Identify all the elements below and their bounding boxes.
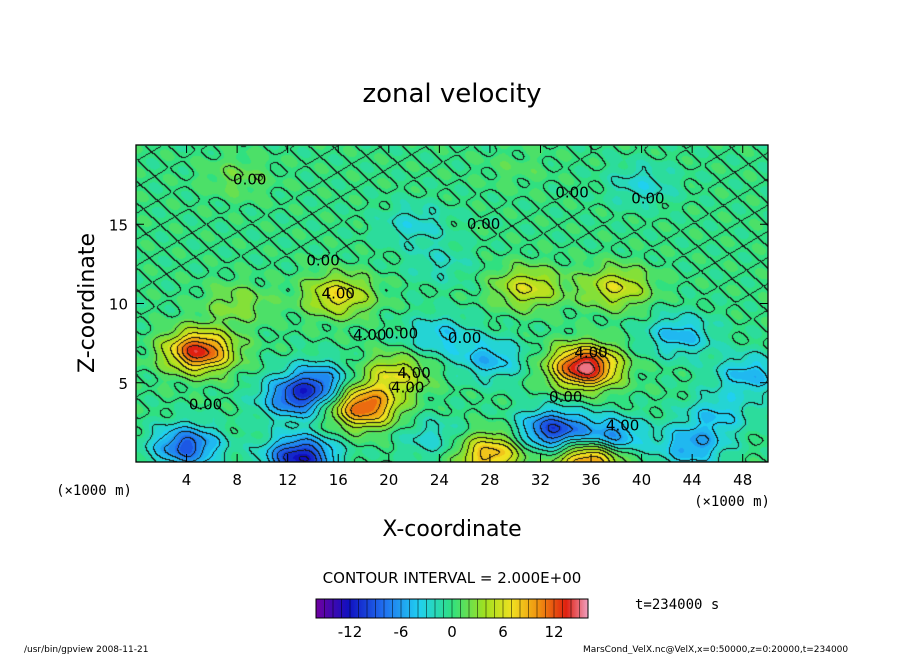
x-tick-label: 20 bbox=[379, 471, 398, 489]
x-tick-label: 40 bbox=[632, 471, 651, 489]
contour-interval: CONTOUR INTERVAL = 2.000E+00 bbox=[323, 569, 582, 587]
velocity-heatmap bbox=[136, 145, 768, 462]
y-tick-label: 10 bbox=[109, 296, 128, 314]
x-tick-label: 44 bbox=[683, 471, 702, 489]
x-tick-label: 28 bbox=[480, 471, 499, 489]
y-tick-label: 5 bbox=[118, 375, 128, 393]
x-tick-label: 48 bbox=[733, 471, 752, 489]
y-tick-label: 15 bbox=[109, 216, 128, 234]
colorbar-tick-label: -12 bbox=[338, 623, 363, 641]
colorbar-tick-label: -6 bbox=[394, 623, 409, 641]
contour-label: 4.00 bbox=[574, 343, 607, 361]
time-label: t=234000 s bbox=[635, 597, 719, 613]
x-tick-label: 36 bbox=[581, 471, 600, 489]
contour-label: 4.00 bbox=[391, 378, 424, 396]
colorbar-tick-label: 0 bbox=[447, 623, 457, 641]
contour-label: 0.00 bbox=[631, 190, 664, 208]
plot-area: 0.000.00 0.000.000.004.004.000.00 0.004.00… bbox=[109, 144, 769, 489]
contour-label: 0.00 bbox=[549, 388, 582, 406]
y-axis-unit: (×1000 m) bbox=[56, 483, 132, 499]
contour-label: 4.00 bbox=[606, 416, 639, 434]
footer-right: MarsCond_VelX.nc@VelX,x=0:50000,z=0:2000… bbox=[583, 645, 848, 654]
y-axis-label: Z-coordinate bbox=[75, 233, 100, 373]
contour-label: 0.00 bbox=[448, 329, 481, 347]
x-tick-label: 16 bbox=[329, 471, 348, 489]
colorbar: -12 -6 0 6 12 bbox=[315, 598, 589, 641]
contour-label: 0.00 bbox=[467, 215, 500, 233]
x-axis-unit: (×1000 m) bbox=[694, 494, 770, 510]
x-axis-label: X-coordinate bbox=[382, 517, 521, 542]
contour-label: 0.00 bbox=[555, 183, 588, 201]
contour-label: 4.00 bbox=[322, 285, 355, 303]
contour-label: 4.00 bbox=[397, 364, 430, 382]
footer-left: /usr/bin/gpview 2008-11-21 bbox=[24, 645, 148, 654]
x-tick-label: 4 bbox=[182, 471, 192, 489]
colorbar-tick-label: 12 bbox=[544, 623, 563, 641]
x-tick-label: 32 bbox=[531, 471, 550, 489]
contour-label: 4.00 bbox=[353, 326, 386, 344]
contour-label: 0.00 bbox=[306, 251, 339, 269]
contour-label: 0.00 bbox=[233, 171, 266, 189]
contour-label: 0.00 bbox=[189, 396, 222, 414]
x-tick-label: 12 bbox=[278, 471, 297, 489]
contour-label: 0.00 bbox=[385, 324, 418, 342]
chart-title: zonal velocity bbox=[362, 79, 541, 109]
colorbar-tick-label: 6 bbox=[498, 623, 508, 641]
x-tick-label: 8 bbox=[232, 471, 242, 489]
x-tick-label: 24 bbox=[430, 471, 449, 489]
